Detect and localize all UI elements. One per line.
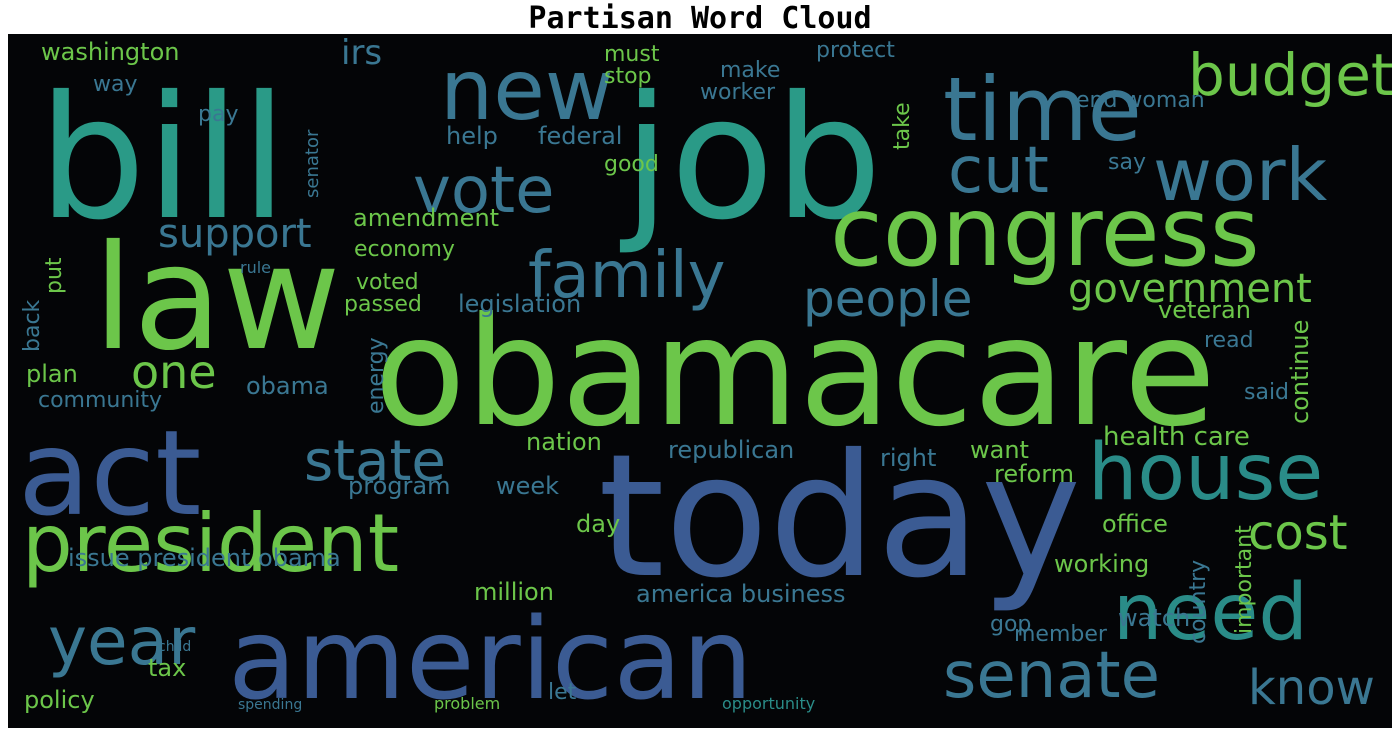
word-year: year	[48, 603, 196, 680]
word-opportunity: opportunity	[722, 694, 816, 713]
word-washington: washington	[41, 38, 180, 66]
word-problem: problem	[434, 694, 501, 713]
word-put: put	[42, 257, 67, 294]
word-right: right	[880, 444, 937, 472]
word-must: must	[604, 42, 660, 67]
word-obamacare: obamacare	[374, 286, 1216, 460]
word-million: million	[474, 578, 554, 606]
word-way: way	[93, 72, 138, 97]
word-one: one	[131, 345, 217, 399]
word-economy: economy	[354, 237, 455, 262]
word-nation: nation	[526, 428, 602, 456]
word-important: important	[1232, 525, 1257, 634]
word-health-care: health care	[1103, 422, 1250, 452]
word-pay: pay	[198, 102, 239, 127]
chart-title: Partisan Word Cloud	[528, 1, 872, 36]
word-energy: energy	[364, 337, 389, 414]
word-make: make	[720, 58, 781, 83]
word-said: said	[1244, 380, 1290, 405]
word-gop: gop	[990, 612, 1032, 637]
word-country: country	[1186, 559, 1211, 644]
word-week: week	[496, 472, 560, 500]
word-legislation: legislation	[458, 290, 582, 318]
word-budget: budget	[1188, 41, 1392, 109]
word-voted: voted	[356, 270, 419, 295]
word-member: member	[1014, 622, 1107, 647]
word-act: act	[18, 404, 202, 542]
word-stop: stop	[604, 64, 652, 89]
word-president: president	[22, 497, 400, 590]
word-congress: congress	[830, 176, 1260, 288]
word-want: want	[970, 436, 1029, 464]
word-vote: vote	[413, 154, 555, 228]
word-worker: worker	[700, 80, 776, 105]
word-program: program	[348, 472, 451, 500]
word-veteran: veteran	[1158, 296, 1251, 324]
word-law: law	[93, 214, 341, 383]
word-office: office	[1102, 510, 1168, 538]
word-say: say	[1108, 150, 1146, 175]
word-family: family	[528, 239, 726, 313]
word-people: people	[803, 270, 973, 328]
word-help: help	[446, 122, 498, 150]
word-time: time	[943, 58, 1142, 161]
word-let: let	[548, 680, 577, 705]
word-reform: reform	[994, 460, 1075, 488]
word-today: today	[598, 418, 1082, 616]
word-back: back	[20, 299, 45, 352]
word-house: house	[1088, 428, 1324, 518]
word-cut: cut	[948, 134, 1049, 208]
word-america-business: america business	[636, 580, 846, 608]
word-republican: republican	[668, 436, 795, 464]
word-bill: bill	[38, 60, 288, 258]
word-spending: spending	[238, 697, 303, 713]
word-plan: plan	[26, 360, 78, 388]
word-watch: watch	[1118, 604, 1191, 632]
word-passed: passed	[344, 292, 422, 317]
word-day: day	[576, 510, 621, 538]
word-take: take	[890, 102, 915, 150]
word-support: support	[158, 211, 312, 257]
word-obama: obama	[246, 372, 329, 400]
word-government: government	[1068, 266, 1312, 312]
word-senate: senate	[943, 639, 1160, 713]
word-state: state	[304, 429, 446, 494]
word-need: need	[1113, 568, 1308, 658]
word-issue-president-obama: issue president obama	[68, 544, 341, 572]
word-end-woman: end woman	[1076, 88, 1205, 113]
word-continue: continue	[1286, 319, 1314, 424]
word-irs: irs	[341, 34, 383, 73]
word-senator: senator	[302, 129, 323, 198]
word-amendment: amendment	[353, 204, 500, 232]
word-know: know	[1248, 660, 1375, 716]
word-federal: federal	[538, 122, 623, 150]
word-community: community	[38, 388, 163, 413]
word-american: american	[228, 595, 753, 725]
word-good: good	[604, 152, 659, 177]
word-read: read	[1204, 328, 1254, 353]
word-policy: policy	[24, 686, 95, 714]
word-new: new	[440, 41, 614, 139]
word-cloud: bill job law obamacare today american ac…	[8, 34, 1392, 728]
word-protect: protect	[816, 38, 895, 63]
word-work: work	[1153, 133, 1328, 217]
word-job: job	[623, 60, 883, 258]
word-child: child	[158, 639, 192, 655]
word-working: working	[1054, 550, 1150, 578]
word-cost: cost	[1248, 505, 1348, 561]
word-rule: rule	[240, 258, 272, 277]
word-tax: tax	[148, 654, 187, 682]
